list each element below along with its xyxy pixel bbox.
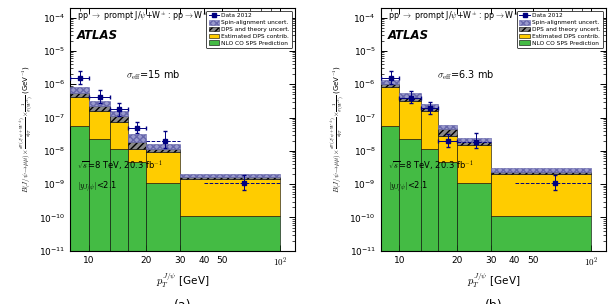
Text: pp $\rightarrow$ prompt J/$\psi$+W$^{\pm}$ : pp$\rightarrow$W$^{\pm}$: pp $\rightarrow$ prompt J/$\psi$+W$^{\pm…: [77, 10, 208, 23]
Text: (b): (b): [485, 299, 502, 304]
Bar: [400, 139, 421, 284]
Text: $|y_{J/\psi}|$<2.1: $|y_{J/\psi}|$<2.1: [387, 180, 428, 195]
Bar: [381, 80, 400, 84]
Bar: [400, 93, 421, 98]
Bar: [88, 105, 110, 111]
Bar: [491, 171, 591, 174]
Bar: [438, 129, 457, 136]
Bar: [70, 93, 88, 97]
Y-axis label: $B(J/\psi\!\to\!\mu\mu)\!\times\!\frac{d\sigma(J/\psi+W^{\pm})}{dp_T}\!\times\!\: $B(J/\psi\!\to\!\mu\mu)\!\times\!\frac{d…: [17, 65, 36, 193]
Text: $\sqrt{s}$=8 TeV, 20.3 fb$^{-1}$: $\sqrt{s}$=8 TeV, 20.3 fb$^{-1}$: [77, 158, 163, 172]
Bar: [146, 183, 180, 284]
Bar: [110, 116, 128, 122]
Bar: [88, 111, 110, 139]
Bar: [146, 152, 180, 183]
Bar: [180, 179, 280, 216]
Bar: [88, 101, 110, 105]
Bar: [180, 174, 280, 177]
Bar: [146, 144, 180, 150]
Bar: [128, 134, 146, 142]
Bar: [88, 139, 110, 284]
Bar: [491, 174, 591, 216]
Bar: [381, 88, 400, 126]
Bar: [457, 145, 491, 183]
Bar: [491, 168, 591, 171]
Bar: [70, 87, 88, 93]
X-axis label: $p_T^{J/\psi}$ [GeV]: $p_T^{J/\psi}$ [GeV]: [466, 270, 520, 290]
Bar: [110, 122, 128, 150]
Bar: [381, 126, 400, 284]
Bar: [128, 162, 146, 284]
Bar: [400, 101, 421, 139]
Bar: [110, 150, 128, 284]
Bar: [421, 150, 438, 284]
Bar: [381, 84, 400, 88]
Y-axis label: $B(J/\psi\!\to\!\mu\mu)\!\times\!\frac{d\sigma(J/\psi+W^{\pm})}{dp_T}\!\times\!\: $B(J/\psi\!\to\!\mu\mu)\!\times\!\frac{d…: [328, 65, 347, 193]
Bar: [438, 125, 457, 129]
Legend: Data 2012, Spin-alignment uncert., DPS and theory uncert., Estimated DPS contrib: Data 2012, Spin-alignment uncert., DPS a…: [517, 11, 603, 48]
X-axis label: $p_T^{J/\psi}$ [GeV]: $p_T^{J/\psi}$ [GeV]: [156, 270, 209, 290]
Bar: [421, 108, 438, 111]
Bar: [110, 111, 128, 116]
Text: ATLAS: ATLAS: [77, 29, 118, 43]
Text: $\sigma_{\rm eff}$=15 mb: $\sigma_{\rm eff}$=15 mb: [126, 68, 180, 82]
Bar: [457, 142, 491, 145]
Text: (a): (a): [174, 299, 191, 304]
Bar: [180, 177, 280, 179]
Bar: [128, 142, 146, 150]
Bar: [70, 97, 88, 126]
Bar: [457, 138, 491, 142]
Bar: [128, 150, 146, 162]
Text: $\sqrt{s}$=8 TeV, 20.3 fb$^{-1}$: $\sqrt{s}$=8 TeV, 20.3 fb$^{-1}$: [387, 158, 473, 172]
Bar: [438, 162, 457, 284]
Bar: [457, 183, 491, 284]
Bar: [70, 126, 88, 284]
Bar: [146, 150, 180, 152]
Text: $|y_{J/\psi}|$<2.1: $|y_{J/\psi}|$<2.1: [77, 180, 117, 195]
Bar: [421, 104, 438, 108]
Bar: [180, 216, 280, 284]
Bar: [438, 136, 457, 162]
Bar: [491, 216, 591, 284]
Bar: [421, 111, 438, 150]
Legend: Data 2012, Spin-alignment uncert., DPS and theory uncert., Estimated DPS contrib: Data 2012, Spin-alignment uncert., DPS a…: [206, 11, 292, 48]
Text: pp $\rightarrow$ prompt J/$\psi$+W$^{\pm}$ : pp$\rightarrow$W$^{\pm}$: pp $\rightarrow$ prompt J/$\psi$+W$^{\pm…: [387, 10, 519, 23]
Text: $\sigma_{\rm eff}$=6.3 mb: $\sigma_{\rm eff}$=6.3 mb: [437, 68, 495, 82]
Text: ATLAS: ATLAS: [387, 29, 429, 43]
Bar: [400, 98, 421, 101]
